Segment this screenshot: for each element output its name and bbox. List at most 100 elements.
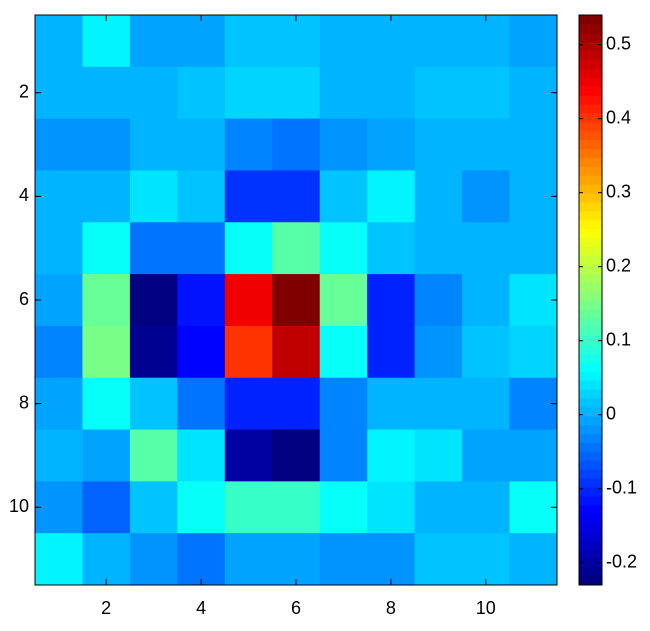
cell xyxy=(319,533,368,586)
cell xyxy=(509,118,558,171)
colorbar-tick-label: -0.1 xyxy=(606,478,637,498)
cell xyxy=(462,481,511,534)
colorbar-band xyxy=(579,255,602,265)
colorbar-tick-label: 0.5 xyxy=(606,33,631,53)
cell xyxy=(224,533,273,586)
colorbar-band xyxy=(579,15,602,25)
cell xyxy=(129,15,178,68)
cell xyxy=(272,481,321,534)
cell xyxy=(319,481,368,534)
colorbar-band xyxy=(579,300,602,310)
colorbar-band xyxy=(579,148,602,158)
colorbar-band xyxy=(579,513,602,524)
colorbar-band xyxy=(579,219,602,230)
cell xyxy=(272,533,321,586)
colorbar-tick-label: 0.4 xyxy=(606,107,631,127)
colorbar-tick-label: 0.3 xyxy=(606,181,631,201)
colorbar-tick-label: 0 xyxy=(606,403,616,423)
cell xyxy=(414,377,463,431)
y-tick-label: 6 xyxy=(19,289,29,309)
cell xyxy=(509,170,558,223)
colorbar-band xyxy=(579,228,602,239)
cell xyxy=(224,481,273,534)
cell xyxy=(414,429,463,482)
cell xyxy=(35,66,83,120)
cell xyxy=(414,15,463,68)
colorbar-band xyxy=(579,273,602,283)
cell xyxy=(177,222,226,275)
colorbar-band xyxy=(579,531,602,541)
cell xyxy=(462,170,511,223)
colorbar-band xyxy=(579,130,602,141)
colorbar-band xyxy=(579,415,602,426)
colorbar-band xyxy=(579,59,602,69)
colorbar-band xyxy=(579,193,602,203)
cell xyxy=(509,222,558,275)
cell xyxy=(224,325,273,379)
cell xyxy=(509,429,558,482)
cell xyxy=(224,222,273,275)
cell xyxy=(82,222,131,275)
cell xyxy=(319,222,368,275)
colorbar-band xyxy=(579,442,602,452)
colorbar-band xyxy=(579,41,602,52)
cell xyxy=(319,429,368,482)
colorbar-band xyxy=(579,487,602,497)
colorbar-band xyxy=(579,291,602,301)
cell xyxy=(367,429,416,482)
cell xyxy=(319,274,368,327)
colorbar-band xyxy=(579,469,602,479)
colorbar-band xyxy=(579,371,602,381)
cell xyxy=(319,377,368,431)
cell xyxy=(272,325,321,379)
cell xyxy=(35,222,83,275)
colorbar-band xyxy=(579,558,602,568)
cell xyxy=(177,170,226,223)
cell xyxy=(319,325,368,379)
colorbar-band xyxy=(579,175,602,185)
cell xyxy=(367,274,416,327)
cell xyxy=(509,533,558,586)
colorbar-band xyxy=(579,362,602,372)
colorbar-band xyxy=(579,308,602,319)
x-tick-label: 8 xyxy=(386,598,396,618)
cell xyxy=(224,170,273,223)
cell xyxy=(319,66,368,120)
colorbar-band xyxy=(579,317,602,328)
cell xyxy=(224,15,273,68)
cell xyxy=(129,429,178,482)
colorbar-band xyxy=(579,68,602,78)
cell xyxy=(177,15,226,68)
colorbar-band xyxy=(579,326,602,337)
cell xyxy=(82,429,131,482)
colorbar-band xyxy=(579,264,602,274)
cell xyxy=(177,66,226,120)
cell xyxy=(414,325,463,379)
cell xyxy=(462,118,511,171)
cell xyxy=(272,118,321,171)
y-tick-label: 10 xyxy=(9,496,29,516)
cell xyxy=(35,170,83,223)
cell xyxy=(414,66,463,120)
x-tick-label: 2 xyxy=(101,598,111,618)
colorbar-band xyxy=(579,335,602,346)
cell xyxy=(177,533,226,586)
colorbar-band xyxy=(579,406,602,417)
cell xyxy=(367,66,416,120)
cell xyxy=(177,429,226,482)
cell xyxy=(319,170,368,223)
cell xyxy=(129,533,178,586)
cell xyxy=(414,533,463,586)
cell xyxy=(129,325,178,379)
colorbar-tick-label: 0.1 xyxy=(606,329,631,349)
colorbar-band xyxy=(579,567,602,577)
x-tick-label: 10 xyxy=(476,598,496,618)
cell xyxy=(82,533,131,586)
cell xyxy=(129,170,178,223)
cell xyxy=(35,118,83,171)
cell xyxy=(367,222,416,275)
colorbar-band xyxy=(579,397,602,408)
colorbar-band xyxy=(579,95,602,105)
colorbar-band xyxy=(579,86,602,96)
